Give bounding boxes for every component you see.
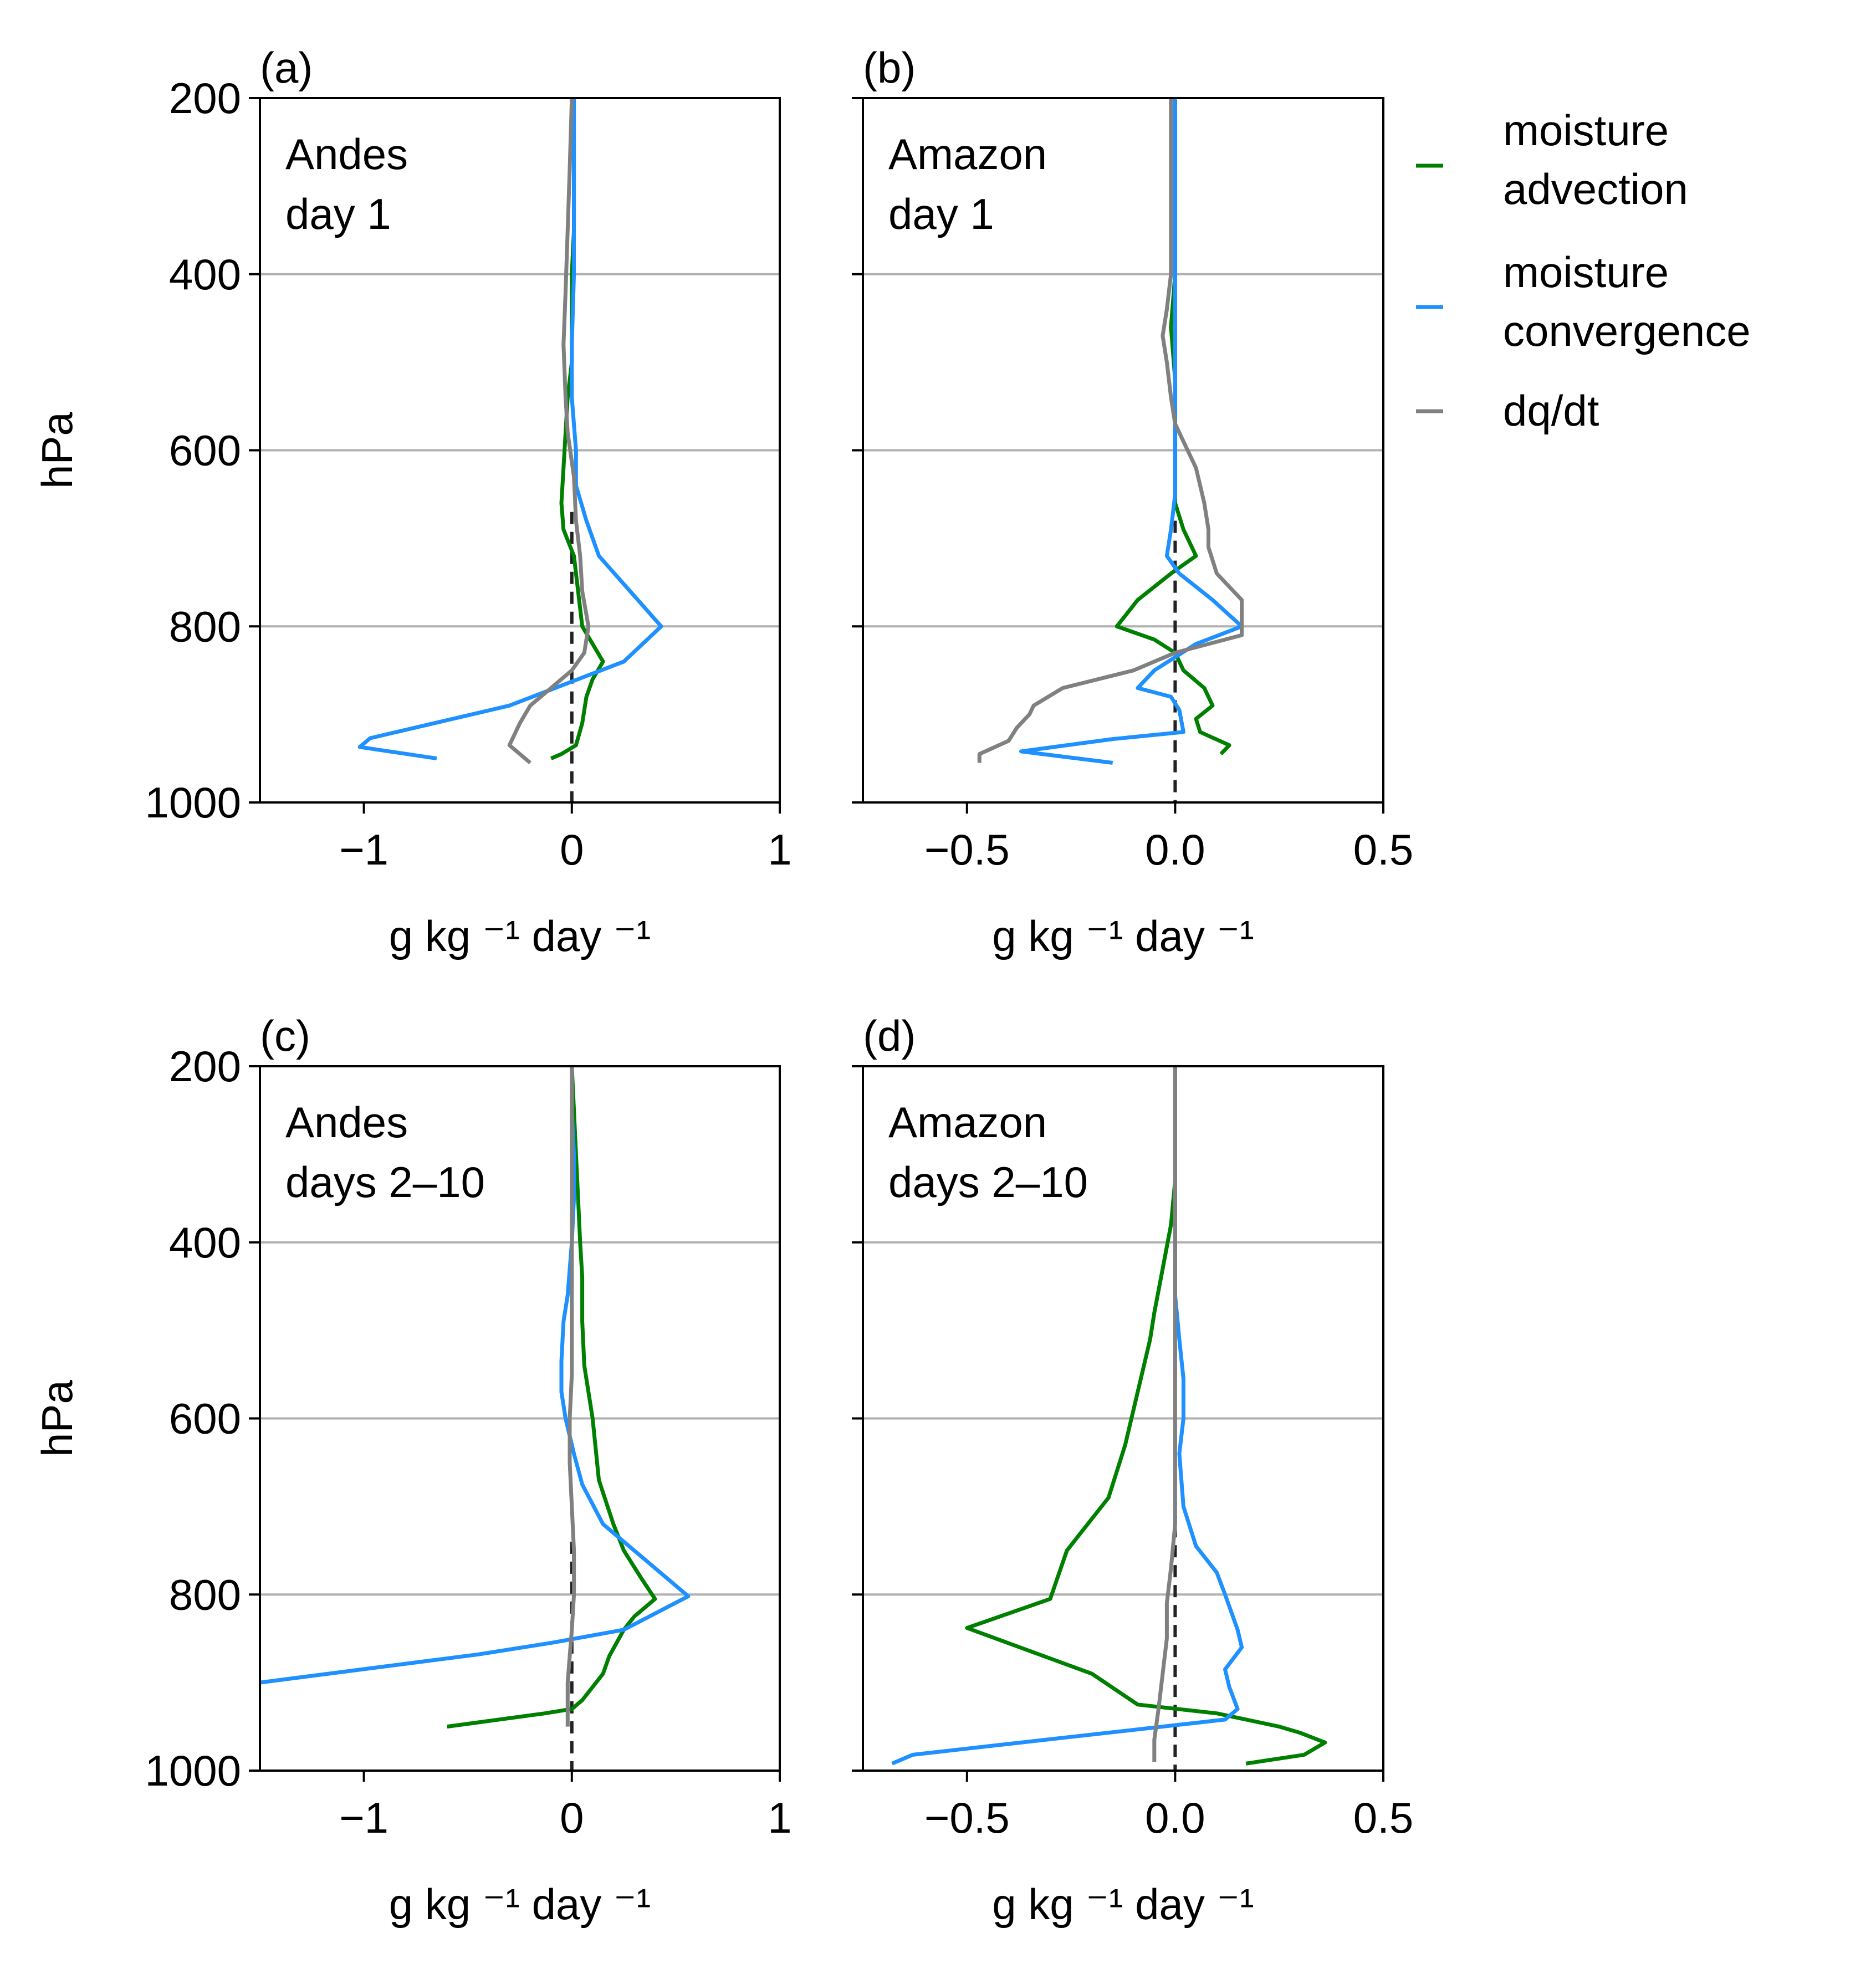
xtick-label: −1 [339, 825, 389, 874]
xtick-label: 0 [560, 1793, 584, 1842]
panel-annotation-line: Andes [285, 130, 408, 178]
ytick-label: 800 [169, 1570, 241, 1619]
panel-3: 200 400 600 800 1000 −1 0 1 g kg ⁻¹ day ⁻¹ hPa (c)… [33, 1011, 792, 1929]
panel-annotation-line: days 2–10 [888, 1158, 1088, 1206]
legend-label-dqdt: dq/dt [1503, 386, 1599, 435]
ytick-label: 200 [169, 74, 241, 122]
ytick-label: 200 [169, 1042, 241, 1091]
xtick-label: 0.0 [1145, 1793, 1205, 1842]
xtick-label: 0.5 [1353, 1793, 1413, 1842]
ytick-label: 600 [169, 426, 241, 475]
y-axis-label: hPa [33, 411, 81, 488]
series-line-moisture-advection [965, 1066, 1327, 1766]
xtick-label: 0 [560, 825, 584, 874]
xtick-label: 0.5 [1353, 825, 1413, 874]
series-line-moisture-convergence [357, 98, 663, 761]
ytick-label: 400 [169, 1218, 241, 1267]
panel-label: (b) [863, 43, 916, 92]
legend-label-convergence-line1: moisture [1503, 248, 1669, 296]
panel-annotation-line: day 1 [285, 190, 391, 238]
xtick-label: 1 [768, 1793, 791, 1842]
ytick-label: 400 [169, 250, 241, 299]
x-axis-label: g kg ⁻¹ day ⁻¹ [389, 912, 651, 960]
panel-annotation-line: day 1 [888, 190, 994, 238]
series-line-moisture-advection [447, 1066, 657, 1729]
xtick-label: 1 [768, 825, 791, 874]
panel-label: (d) [863, 1011, 916, 1060]
panel-annotation-line: Andes [285, 1098, 408, 1147]
ytick-label: 1000 [145, 1746, 241, 1795]
x-axis-label: g kg ⁻¹ day ⁻¹ [389, 1880, 651, 1929]
panel-label: (a) [260, 43, 313, 92]
ytick-label: 800 [169, 602, 241, 651]
ytick-label: 600 [169, 1394, 241, 1443]
panel-annotation-line: days 2–10 [285, 1158, 485, 1206]
legend-label-advection-line2: advection [1503, 165, 1688, 213]
panel-4: −0.5 0.0 0.5 g kg ⁻¹ day ⁻¹ (d) Amazon days 2–… [852, 1011, 1413, 1929]
y-axis-label: hPa [33, 1379, 81, 1456]
series-line-moisture-advection [550, 98, 605, 760]
xtick-label: −0.5 [924, 1793, 1010, 1842]
panels: 200 400 600 800 1000 −1 0 1 g kg ⁻¹ day ⁻¹ hPa (a)… [33, 43, 1413, 1929]
series-line-moisture-convergence [260, 1066, 691, 1685]
legend-label-convergence-line2: convergence [1503, 306, 1751, 355]
panel-annotation-line: Amazon [888, 1098, 1047, 1147]
x-axis-label: g kg ⁻¹ day ⁻¹ [992, 912, 1254, 960]
series-line-dq-dt [977, 98, 1244, 763]
xtick-label: −0.5 [924, 825, 1010, 874]
series-line-dq-dt [1152, 1066, 1177, 1762]
xtick-label: 0.0 [1145, 825, 1205, 874]
series-line-moisture-convergence [1019, 98, 1244, 765]
panel-annotation-line: Amazon [888, 130, 1047, 178]
panel-2: −0.5 0.0 0.5 g kg ⁻¹ day ⁻¹ (b) Amazon day 1 [852, 43, 1413, 960]
panel-label: (c) [260, 1011, 310, 1060]
ytick-label: 1000 [145, 778, 241, 827]
panel-1: 200 400 600 800 1000 −1 0 1 g kg ⁻¹ day ⁻¹ hPa (a)… [33, 43, 792, 960]
legend: moisture advection moisture convergence … [1416, 106, 1751, 435]
legend-label-advection-line1: moisture [1503, 106, 1669, 155]
xtick-label: −1 [339, 1793, 389, 1842]
series-line-dq-dt [565, 1066, 576, 1727]
x-axis-label: g kg ⁻¹ day ⁻¹ [992, 1880, 1254, 1929]
series-line-dq-dt [507, 98, 591, 765]
